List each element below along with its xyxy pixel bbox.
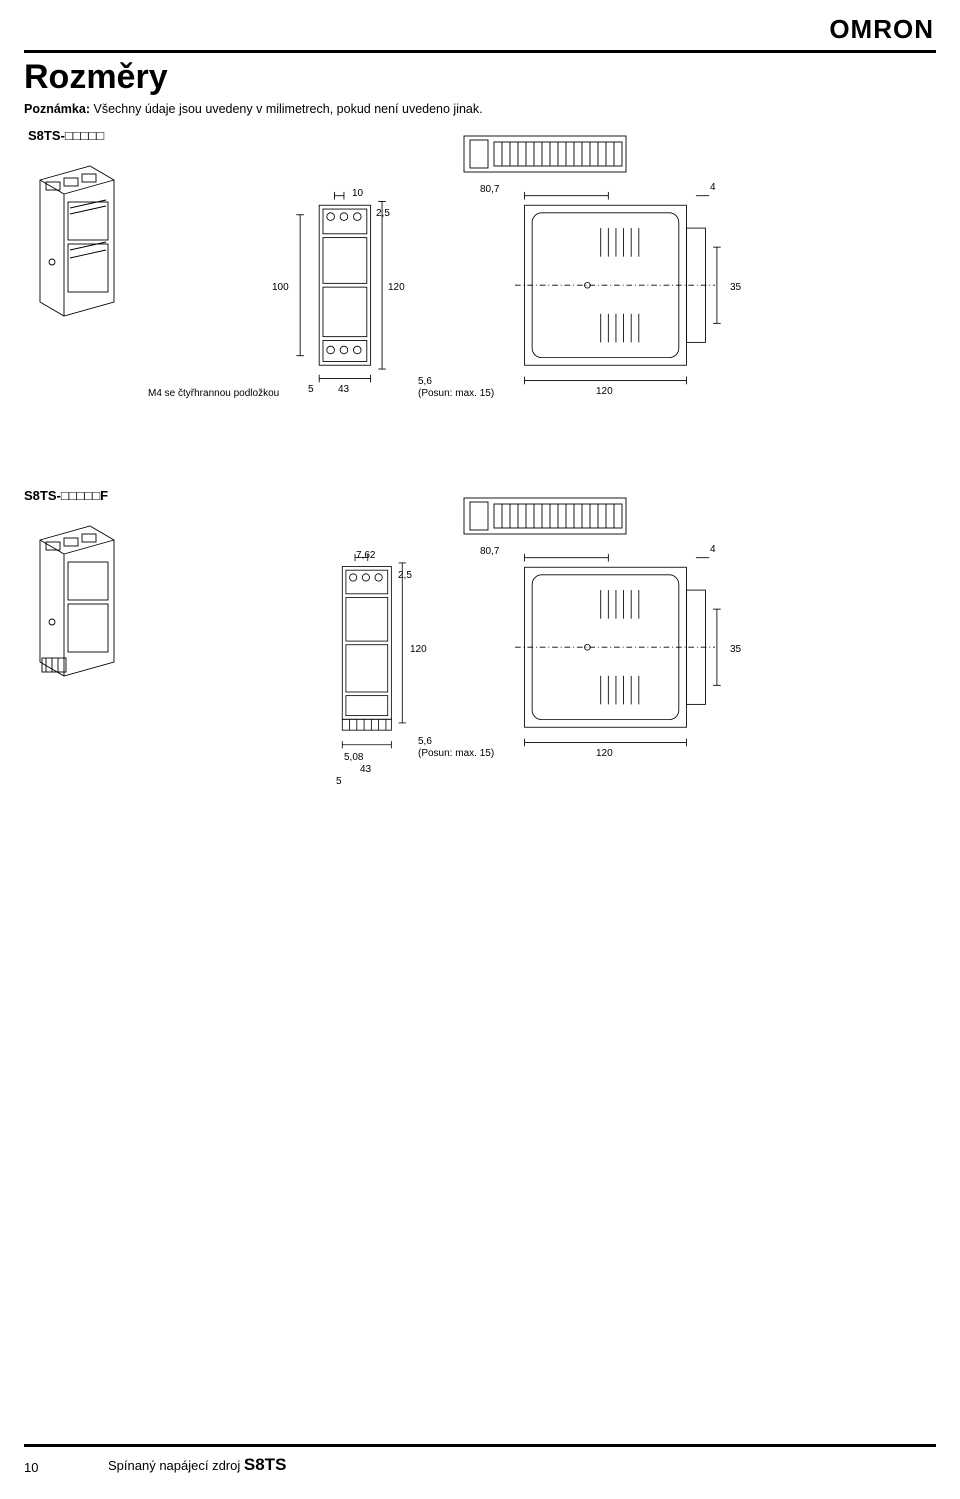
note-label: Poznámka: (24, 102, 90, 116)
brand-logo: OMRON (829, 14, 934, 45)
dim2-base-lower: 5,08 (344, 752, 363, 763)
dim-front-height: 100 (272, 282, 289, 293)
dim2-front-overall: 120 (410, 644, 427, 655)
dim-side-depth: 80,7 (480, 184, 499, 195)
model-1-isometric-view (28, 152, 138, 322)
m4-note: M4 se čtyřhrannou podložkou (148, 388, 279, 399)
model-2-isometric-view (28, 512, 138, 682)
header-divider (24, 50, 936, 53)
page-number: 10 (24, 1460, 38, 1475)
section-title: Rozměry (24, 58, 168, 97)
dim2-right-clear: 35 (730, 644, 741, 655)
model-1-side-view: 80,7 4 35 120 (500, 190, 730, 390)
footer-desc: Spínaný napájecí zdroj (108, 1458, 240, 1473)
dim-base-left: 5 (308, 384, 314, 395)
dim2-top-clear: 4 (710, 544, 716, 555)
model-1-front-view: 10 2,5 100 120 43 5 (278, 190, 408, 390)
model-2-front-view: 7,62 2,5 120 5,08 43 5 (300, 552, 430, 752)
dim-top-half: 2,5 (376, 208, 390, 219)
dim2-top-offset: 7,62 (356, 550, 375, 561)
note-text: Všechny údaje jsou uvedeny v milimetrech… (93, 102, 482, 116)
dim-base-width: 43 (338, 384, 349, 395)
model-2-top-view (460, 490, 630, 542)
model-2-side-view: 80,7 4 35 120 (500, 552, 730, 752)
model-1-top-view (460, 128, 630, 180)
dim-top-offset: 10 (352, 188, 363, 199)
dim2-base-width: 43 (360, 764, 371, 775)
dim-right-clear: 35 (730, 282, 741, 293)
dim-side-bottom: 120 (596, 386, 613, 397)
footer-text: Spínaný napájecí zdroj S8TS (108, 1455, 286, 1475)
dim2-side-bottom: 120 (596, 748, 613, 759)
footer-product: S8TS (244, 1455, 287, 1474)
dim-rail: 5,6 (418, 376, 432, 387)
model-1-label: S8TS-□□□□□ (28, 128, 104, 143)
dim-rail-note: (Posun: max. 15) (418, 388, 494, 399)
note-line: Poznámka: Všechny údaje jsou uvedeny v m… (24, 102, 483, 116)
dim-top-clear: 4 (710, 182, 716, 193)
dim-front-overall: 120 (388, 282, 405, 293)
dim2-rail: 5,6 (418, 736, 432, 747)
dim2-top-half: 2,5 (398, 570, 412, 581)
dim2-side-depth: 80,7 (480, 546, 499, 557)
footer-divider (24, 1444, 936, 1447)
dim2-base-left: 5 (336, 776, 342, 787)
model-2-label: S8TS-□□□□□F (24, 488, 108, 503)
dim2-rail-note: (Posun: max. 15) (418, 748, 494, 759)
